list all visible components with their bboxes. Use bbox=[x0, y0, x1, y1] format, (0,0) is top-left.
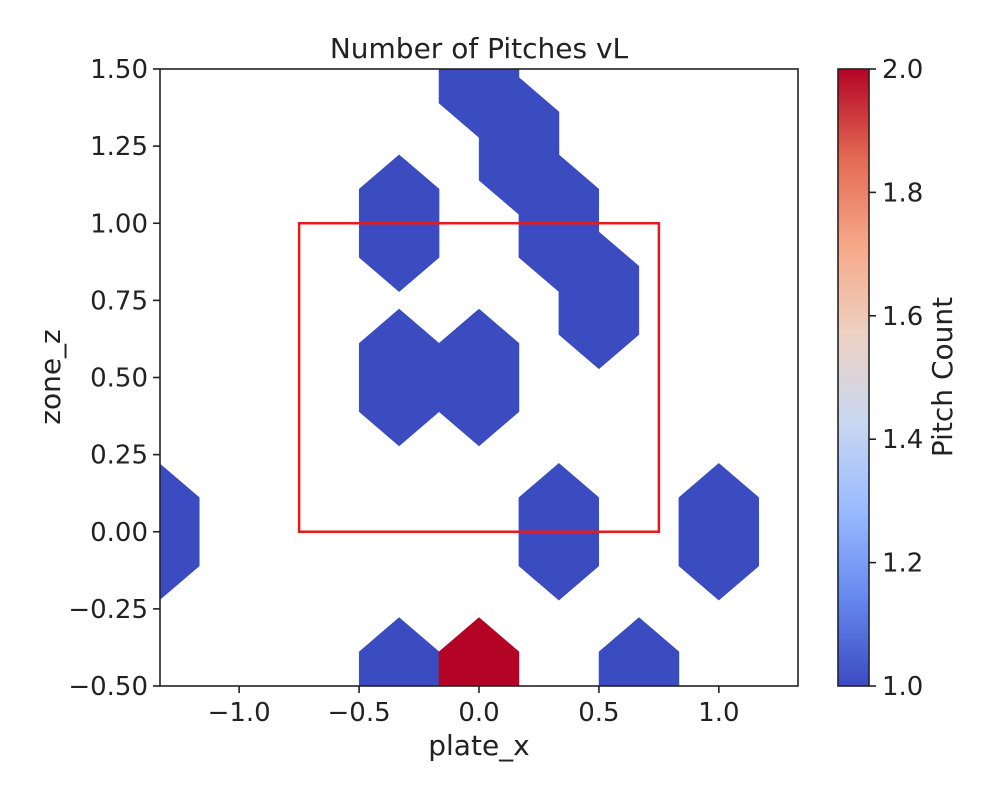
colorbar: 1.0 1.2 1.4 1.6 1.8 2.0 Pitch Count bbox=[837, 55, 959, 702]
x-tick-label: 0.5 bbox=[578, 698, 619, 728]
hexbin-cell bbox=[598, 617, 680, 686]
colorbar-tick-label: 2.0 bbox=[882, 55, 923, 85]
hexbin-layer bbox=[160, 69, 760, 686]
strike-zone-box bbox=[297, 222, 661, 533]
colorbar-tick-label: 1.0 bbox=[882, 672, 923, 702]
hexbin-cell bbox=[160, 463, 200, 600]
x-tick-label: 1.0 bbox=[698, 698, 739, 728]
colorbar-tick-label: 1.4 bbox=[882, 425, 923, 455]
colorbar-ticks: 1.0 1.2 1.4 1.6 1.8 2.0 bbox=[869, 55, 923, 702]
y-tick-label: 1.25 bbox=[90, 132, 148, 162]
hexbin-cell bbox=[438, 617, 520, 686]
x-tick-label: −0.5 bbox=[328, 698, 391, 728]
colorbar-tick-label: 1.2 bbox=[882, 549, 923, 579]
y-tick-label: 0.75 bbox=[90, 286, 148, 316]
y-tick-label: 1.00 bbox=[90, 209, 148, 239]
colorbar-gradient bbox=[838, 69, 869, 686]
hexbin-cell bbox=[558, 231, 640, 370]
chart-title: Number of Pitches vL bbox=[330, 32, 629, 65]
x-tick-label: −1.0 bbox=[208, 698, 271, 728]
y-axis: −0.50 −0.25 0.00 0.25 0.50 0.75 1.00 1.25 1.50 bbox=[68, 55, 160, 702]
hexbin-cell bbox=[358, 308, 440, 447]
y-tick-label: −0.50 bbox=[68, 672, 148, 702]
y-tick-label: 1.50 bbox=[90, 55, 148, 85]
y-tick-label: −0.25 bbox=[68, 595, 148, 625]
hexbin-cell bbox=[438, 308, 520, 447]
y-tick-label: 0.50 bbox=[90, 364, 148, 394]
y-axis-title: zone_z bbox=[34, 329, 67, 425]
y-tick-label: 0.25 bbox=[90, 441, 148, 471]
colorbar-frame bbox=[837, 68, 870, 687]
hexbin-cell bbox=[678, 462, 760, 601]
y-tick-label: 0.00 bbox=[90, 518, 148, 548]
x-tick-label: 0.0 bbox=[458, 698, 499, 728]
colorbar-tick-label: 1.8 bbox=[882, 178, 923, 208]
colorbar-title: Pitch Count bbox=[926, 297, 959, 457]
x-axis-title: plate_x bbox=[428, 729, 530, 762]
colorbar-tick-label: 1.6 bbox=[882, 302, 923, 332]
x-axis: −1.0 −0.5 0.0 0.5 1.0 bbox=[208, 686, 740, 728]
